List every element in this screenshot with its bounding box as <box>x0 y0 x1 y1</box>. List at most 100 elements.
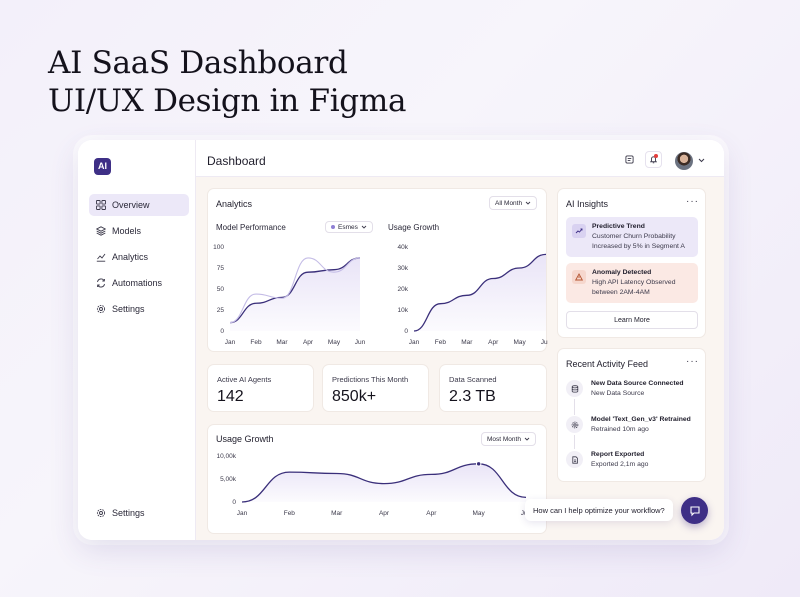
assistant-chat-button[interactable] <box>681 497 708 524</box>
x-tick-label: Jan <box>409 339 420 346</box>
peak-point <box>475 461 482 467</box>
sidebar-item-models[interactable]: Models <box>89 220 189 242</box>
stat-label: Predictions This Month <box>332 375 409 384</box>
chat-history-button[interactable] <box>621 151 638 168</box>
page-title: Dashboard <box>207 154 266 168</box>
feed-item[interactable]: Model 'Text_Gen_v3' Retrained Retrained … <box>566 416 701 444</box>
series-line <box>229 257 361 324</box>
layers-icon <box>96 226 106 236</box>
chat-icon <box>689 505 700 516</box>
usage-growth-chart: 0 10k 20k 30k 40k Jan Feb Mar Apr May Jun <box>398 244 548 346</box>
chevron-down-icon <box>524 437 530 441</box>
chart-icon <box>96 253 106 262</box>
series-line <box>229 257 361 324</box>
y-tick-label: 100 <box>213 244 224 251</box>
feed-item-desc: Exported 2,1m ago <box>591 461 649 468</box>
x-tick-label: Apr <box>379 510 390 517</box>
gear-icon <box>96 508 106 518</box>
trend-icon <box>572 224 586 238</box>
avatar[interactable] <box>675 152 693 170</box>
analytics-title: Analytics <box>216 199 253 209</box>
x-tick-label: May <box>513 339 526 346</box>
y-tick-label: 0 <box>404 328 408 335</box>
gear-icon <box>96 304 106 314</box>
stat-value: 142 <box>217 388 244 405</box>
activity-feed-card: Recent Activity Feed ··· New Data Source… <box>557 348 706 482</box>
feed-item-title: Report Exported <box>591 451 645 458</box>
sidebar-item-automations[interactable]: Automations <box>89 272 189 294</box>
sidebar-item-settings-bottom[interactable]: Settings <box>89 502 189 524</box>
x-tick-label: May <box>473 510 486 517</box>
app-logo[interactable]: AI <box>94 158 111 175</box>
usage-growth-period-dropdown[interactable]: Most Month <box>481 432 536 446</box>
stat-value: 850k+ <box>332 388 377 405</box>
database-icon <box>566 380 583 397</box>
sidebar-item-analytics[interactable]: Analytics <box>89 246 189 268</box>
bell-icon <box>649 156 658 164</box>
stat-card-predictions: Predictions This Month 850k+ <box>322 364 429 412</box>
insight-title: Predictive Trend <box>592 223 645 230</box>
chevron-down-icon <box>525 201 531 205</box>
series-area <box>414 254 546 331</box>
insight-desc: between 2AM-4AM <box>592 288 650 296</box>
sidebar-item-label: Settings <box>112 304 145 314</box>
chevron-down-icon[interactable] <box>698 158 705 163</box>
sidebar-item-settings[interactable]: Settings <box>89 298 189 320</box>
insight-anomaly[interactable]: Anomaly Detected High API Latency Observ… <box>566 263 698 303</box>
sidebar-item-label: Settings <box>112 508 145 518</box>
x-tick-label: Mar <box>276 339 288 346</box>
series-dot <box>331 225 335 229</box>
sidebar-item-label: Models <box>112 226 142 236</box>
feed-item-desc: New Data Source <box>591 390 645 397</box>
analytics-period-dropdown[interactable]: All Month <box>489 196 538 210</box>
learn-more-button[interactable]: Learn More <box>566 311 698 329</box>
x-tick-label: Feb <box>250 339 262 346</box>
timeline-connector <box>574 399 575 415</box>
grid-icon <box>96 200 106 210</box>
feed-item-title: New Data Source Connected <box>591 380 684 387</box>
document-icon <box>566 451 583 468</box>
sidebar-item-overview[interactable]: Overview <box>89 194 189 216</box>
page-headline: AI SaaS Dashboard UI/UX Design in Figma <box>48 44 406 120</box>
insight-desc: High API Latency Observed <box>592 279 676 286</box>
insight-desc: Customer Churn Probability <box>592 233 676 240</box>
x-tick-label: Jun <box>355 339 366 346</box>
y-tick-label: 20k <box>398 286 409 293</box>
insight-desc: Increased by 5% in Segment A <box>592 242 685 250</box>
feed-item[interactable]: New Data Source Connected New Data Sourc… <box>566 380 701 408</box>
sidebar: AI Overview Models Analytics Automations… <box>78 140 196 540</box>
stat-label: Active AI Agents <box>217 375 272 384</box>
top-bar: Dashboard <box>196 140 724 177</box>
notifications-button[interactable] <box>645 151 662 168</box>
more-options-icon[interactable]: ··· <box>686 356 699 367</box>
x-tick-label: Jan <box>225 339 236 346</box>
insight-predictive-trend[interactable]: Predictive Trend Customer Churn Probabil… <box>566 217 698 257</box>
dropdown-value: Esmes <box>338 223 358 231</box>
feed-item-title: Model 'Text_Gen_v3' Retrained <box>591 416 691 423</box>
y-tick-label: 10,00k <box>216 453 236 460</box>
activity-feed-title: Recent Activity Feed <box>566 359 649 369</box>
analytics-card: Analytics All Month Model Performance Es… <box>207 188 548 352</box>
x-tick-label: Apr <box>488 339 499 346</box>
x-tick-label: May <box>328 339 341 346</box>
headline-line-2: UI/UX Design in Figma <box>48 83 407 119</box>
model-performance-dropdown[interactable]: Esmes <box>325 221 373 233</box>
chevron-down-icon <box>361 225 367 229</box>
usage-growth-card: Usage Growth Most Month 0 5,00k 10,00k Jan F… <box>207 424 547 534</box>
dropdown-value: All Month <box>495 199 523 207</box>
x-tick-label: Jan <box>237 510 248 517</box>
more-options-icon[interactable]: ··· <box>686 196 699 207</box>
dashboard-window: AI Overview Models Analytics Automations… <box>78 140 724 540</box>
usage-growth-title: Usage Growth <box>388 223 440 232</box>
x-tick-label: Apr <box>426 510 437 517</box>
model-performance-title: Model Performance <box>216 223 286 232</box>
x-tick-label: Feb <box>284 510 296 517</box>
stat-value: 2.3 TB <box>449 388 496 405</box>
x-tick-label: Mar <box>331 510 343 517</box>
sidebar-bottom: Settings <box>89 502 189 528</box>
assistant-prompt-bubble[interactable]: How can I help optimize your workflow? <box>525 499 673 521</box>
main-content: Analytics All Month Model Performance Es… <box>196 177 724 540</box>
feed-item[interactable]: Report Exported Exported 2,1m ago <box>566 451 701 479</box>
y-tick-label: 0 <box>232 499 236 506</box>
